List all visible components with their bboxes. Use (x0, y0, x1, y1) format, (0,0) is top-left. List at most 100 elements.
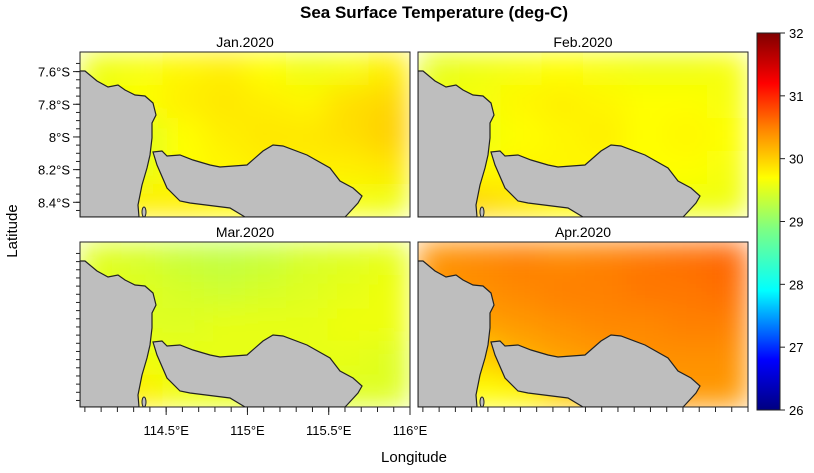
sst-cell (327, 275, 370, 309)
sst-cell (121, 242, 163, 276)
sst-cell (203, 52, 246, 86)
sst-cell (162, 85, 205, 119)
sst-cell (121, 52, 163, 86)
sst-cell (327, 118, 370, 152)
colorbar-tick-label: 26 (789, 403, 803, 418)
panel-title: Apr.2020 (555, 224, 611, 240)
x-tick-label: 115°E (230, 423, 265, 438)
sst-cell (583, 275, 625, 309)
sst-cell (500, 118, 543, 152)
sst-cell (500, 85, 543, 119)
sst-cell (541, 52, 584, 86)
sst-cell (665, 242, 708, 276)
sst-cell (286, 308, 328, 342)
sst-cell (368, 85, 410, 119)
sst-cell (624, 242, 666, 276)
sst-cell (706, 118, 748, 152)
sst-cell (541, 85, 584, 119)
sst-cell (245, 52, 287, 86)
y-tick-label: 8.2°S (38, 163, 70, 178)
sst-cell (368, 308, 410, 342)
y-tick-label: 7.8°S (38, 97, 70, 112)
sst-cell (368, 275, 410, 309)
x-axis-label: Longitude (381, 449, 447, 466)
panel-border (79, 241, 411, 408)
panel-border (417, 241, 749, 408)
sst-cell (541, 242, 584, 276)
sst-cell (706, 374, 748, 407)
sst-cell (583, 85, 625, 119)
sst-cell (541, 275, 584, 309)
sst-cell (327, 52, 370, 86)
colorbar: 26 27 28 29 30 31 32 (756, 26, 803, 418)
colorbar-tick-label: 28 (789, 277, 803, 292)
sst-cell (665, 308, 708, 342)
map-panel: Feb.2020 (417, 34, 749, 218)
y-axis-label: Latitude (4, 204, 21, 257)
x-tick-label: 115.5°E (306, 423, 352, 438)
sst-cell (368, 242, 410, 276)
sst-cell (665, 52, 708, 86)
y-tick-label: 8°S (49, 130, 70, 145)
sst-cell (245, 242, 287, 276)
panel-border (417, 51, 749, 218)
sst-cell (368, 184, 410, 217)
sst-cell (541, 118, 584, 152)
panel-border (79, 51, 411, 218)
sst-cell (665, 118, 708, 152)
y-tick-label: 7.6°S (38, 65, 70, 80)
sst-cell (583, 242, 625, 276)
sst-cell (459, 242, 501, 276)
sst-cell (624, 308, 666, 342)
sst-cell (162, 118, 205, 152)
sst-cell (203, 85, 246, 119)
colorbar-tick-label: 27 (789, 340, 803, 355)
sst-cell (203, 118, 246, 152)
sst-cell (203, 308, 246, 342)
y-tick-label: 8.4°S (38, 195, 70, 210)
sst-cell (500, 308, 543, 342)
sst-cell (203, 242, 246, 276)
colorbar-tick-label: 29 (789, 215, 803, 230)
sst-cell (368, 118, 410, 152)
sst-cell (286, 118, 328, 152)
sst-cell (624, 275, 666, 309)
sst-cell (706, 242, 748, 276)
sst-cell (245, 275, 287, 309)
map-panel: Mar.2020 114.5°E 115°E 115.5°E 116°E (76, 224, 428, 438)
panel-title: Jan.2020 (216, 34, 274, 50)
sst-cell (162, 52, 205, 86)
panel-title: Feb.2020 (553, 34, 612, 50)
sst-cell (583, 52, 625, 86)
sst-cell (500, 275, 543, 309)
colorbar-tick-label: 30 (789, 152, 803, 167)
x-tick-label: 116°E (393, 423, 428, 438)
chart-title: Sea Surface Temperature (deg-C) (300, 3, 568, 22)
sst-cell (368, 341, 410, 375)
sst-cell (541, 308, 584, 342)
colorbar-scale (756, 32, 781, 411)
sst-cell (706, 184, 748, 217)
sst-cell (286, 242, 328, 276)
sst-cell (162, 242, 205, 276)
sst-cell (327, 85, 370, 119)
sst-cell (500, 52, 543, 86)
sst-cell (665, 85, 708, 119)
sst-cell (706, 341, 748, 375)
sst-cell (203, 275, 246, 309)
sst-cell (624, 85, 666, 119)
sst-cell (245, 85, 287, 119)
sst-cell (706, 52, 748, 86)
sst-cell (368, 151, 410, 185)
sst-cell (162, 308, 205, 342)
sst-cell (706, 85, 748, 119)
x-tick-label: 114.5°E (143, 423, 189, 438)
sst-cell (327, 308, 370, 342)
sst-cell (368, 52, 410, 86)
sst-cell (327, 242, 370, 276)
sst-cell (706, 308, 748, 342)
sst-cell (459, 52, 501, 86)
sst-cell (706, 275, 748, 309)
colorbar-tick-label: 32 (789, 26, 803, 41)
